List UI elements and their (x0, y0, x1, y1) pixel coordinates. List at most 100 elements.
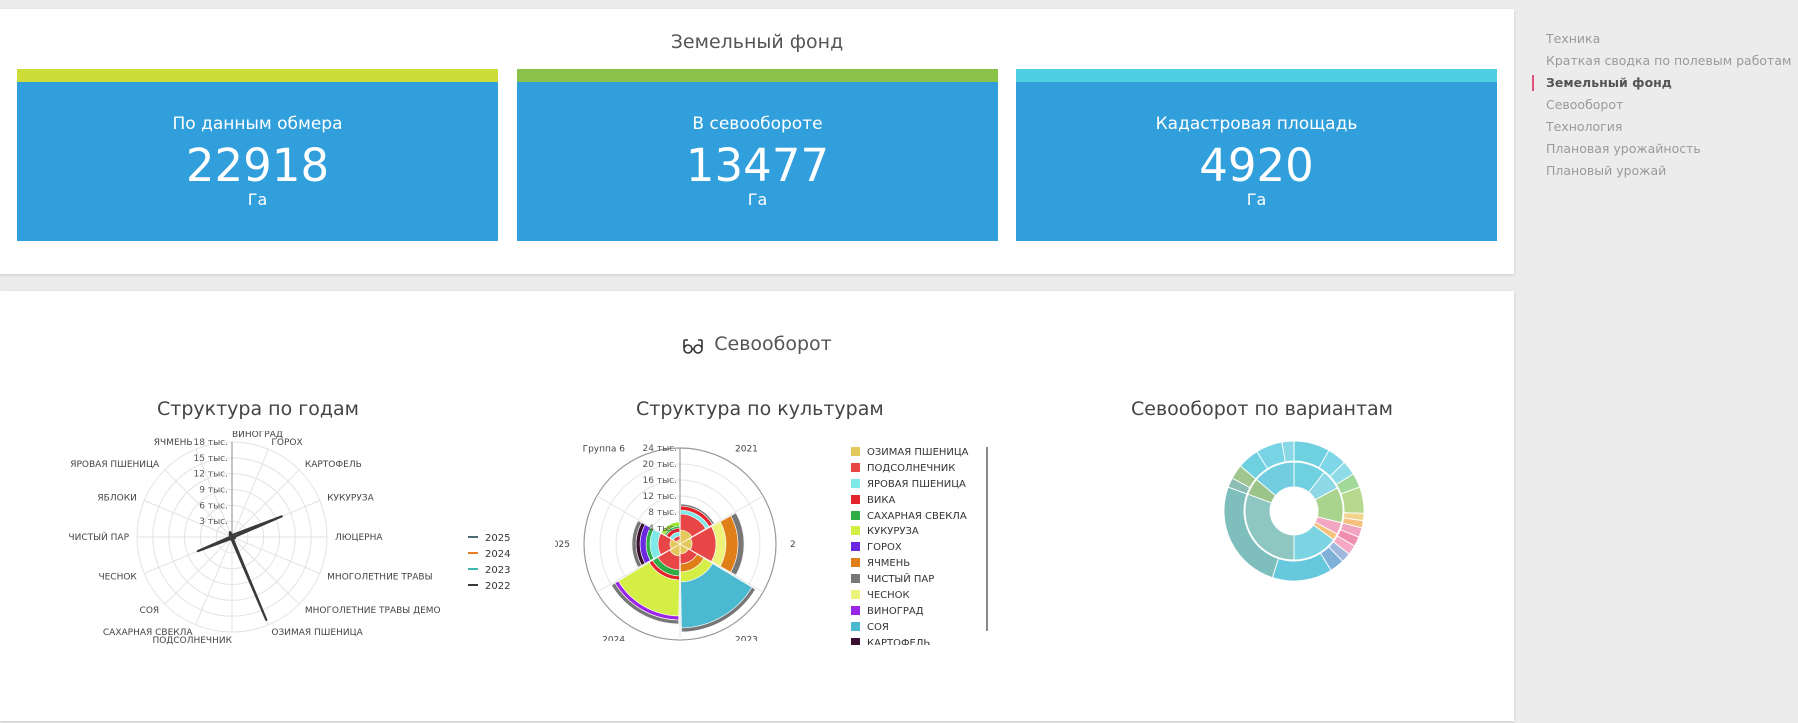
radar-tick-label: 6 тыс. (199, 501, 228, 511)
radar-spoke (231, 449, 269, 538)
legend-swatch (851, 447, 860, 456)
polar-tick-label: 16 тыс. (643, 476, 677, 486)
radar-category-label: КАРТОФЕЛЬ (305, 460, 362, 470)
polar-bar-segment[interactable] (730, 512, 745, 576)
chart-title-by-crops: Структура по культурам (636, 398, 884, 420)
legend-swatch (851, 590, 860, 600)
legend-item[interactable]: СОЯ (851, 620, 969, 636)
legend-swatch (851, 478, 860, 488)
radar-series-2022[interactable] (196, 515, 283, 621)
legend-swatch (851, 621, 860, 631)
legend-item[interactable]: 2024 (468, 547, 510, 563)
side-nav: Техника Краткая сводка по полевым работам… (1530, 28, 1792, 182)
legend-item[interactable]: САХАРНАЯ СВЕКЛА (851, 509, 969, 525)
radar-category-label: ЯЧМЕНЬ (154, 438, 193, 448)
radar-category-label: ВИНОГРАД (232, 431, 283, 440)
legend-label: ЧЕСНОК (867, 590, 910, 602)
legend-label: ВИНОГРАД (867, 605, 924, 617)
polar-tick-label: 20 тыс. (643, 460, 677, 470)
legend-swatch (851, 542, 860, 552)
legend-line (468, 568, 478, 570)
legend-swatch (851, 558, 860, 568)
nav-item[interactable]: Краткая сводка по полевым работам (1546, 53, 1792, 68)
legend-item[interactable]: ВИНОГРАД (851, 604, 969, 620)
legend-item[interactable]: КАРТОФЕЛЬ (851, 636, 969, 645)
nav-item[interactable]: Севооборот (1546, 97, 1624, 112)
radar-category-label: МНОГОЛЕТНИЕ ТРАВЫ (327, 572, 432, 582)
polar-bar-segment[interactable] (660, 521, 680, 536)
legend-label: 2023 (485, 565, 511, 576)
sunburst-segment[interactable] (1281, 440, 1295, 463)
radar-spoke (231, 536, 320, 574)
radar-chart: 3 тыс. 6 тыс. 9 тыс. 12 тыс. 15 тыс. 18 тыс. В… (68, 431, 440, 646)
radar-spoke (195, 449, 233, 538)
radar-category-label: ЯРОВАЯ ПШЕНИЦА (70, 460, 160, 470)
radar-spoke (164, 536, 233, 605)
radar-category-label: ОЗИМАЯ ПШЕНИЦА (271, 628, 363, 638)
legend-item[interactable]: ПОДСОЛНЕЧНИК (851, 461, 969, 477)
nav-item[interactable]: Земельный фонд (1530, 72, 1790, 94)
polar-bar-segment[interactable] (681, 586, 756, 633)
polar-bar-segment[interactable] (611, 582, 679, 625)
card-measured: По данным обмера 22918 Га (17, 69, 498, 241)
polar-bar-segment[interactable] (631, 520, 642, 568)
card-rotation: В севообороте 13477 Га (517, 69, 998, 241)
chart-title-variants: Севооборот по вариантам (1131, 398, 1393, 420)
polar-tick-label: 24 тыс. (643, 444, 677, 454)
radar-spoke (164, 469, 233, 538)
radar-tick-label: 3 тыс. (199, 517, 228, 527)
polar-bar-segment[interactable] (680, 503, 715, 525)
chart-title-by-years: Структура по годам (157, 398, 359, 420)
legend-item[interactable]: ГОРОХ (851, 540, 969, 556)
radar-tick-label: 12 тыс. (194, 470, 228, 480)
nav-item[interactable]: Плановая урожайность (1546, 141, 1701, 156)
legend-label: ВИКА (867, 494, 896, 506)
legend-label: ЯРОВАЯ ПШЕНИЦА (867, 478, 966, 490)
sunburst-segment[interactable] (1255, 461, 1295, 497)
card-label: По данным обмера (172, 114, 343, 134)
card-value: 4920 (1199, 139, 1314, 192)
legend-item[interactable]: ОЗИМАЯ ПШЕНИЦА (851, 445, 969, 461)
card-accent-bar (1016, 69, 1497, 82)
legend-item[interactable]: 2025 (468, 531, 510, 547)
legend-label: СОЯ (867, 621, 889, 633)
radar-tick-label: 9 тыс. (199, 486, 228, 496)
nav-item[interactable]: Техника (1546, 31, 1601, 46)
legend-item[interactable]: ЯРОВАЯ ПШЕНИЦА (851, 477, 969, 493)
radar-category-label: МНОГОЛЕТНИЕ ТРАВЫ ДЕМО (305, 606, 440, 616)
crops-legend[interactable]: ОЗИМАЯ ПШЕНИЦА ПОДСОЛНЕЧНИК ЯРОВАЯ ПШЕНИЦА… (851, 445, 969, 645)
legend-swatch (851, 637, 860, 645)
legend-item[interactable]: ЧЕСНОК (851, 588, 969, 604)
legend-item[interactable]: КУКУРУЗА (851, 524, 969, 540)
radar-spoke (144, 500, 233, 538)
polar-category-label: 2021 (735, 445, 758, 455)
legend-swatch (851, 526, 860, 536)
radar-category-label: ЛЮЦЕРНА (335, 533, 383, 543)
polar-tick-label: 12 тыс. (643, 492, 677, 502)
legend-item[interactable]: 2023 (468, 563, 510, 579)
card-label: Кадастровая площадь (1155, 114, 1358, 134)
legend-swatch (851, 510, 860, 520)
nav-item[interactable]: Плановый урожай (1546, 163, 1667, 178)
card-label: В севообороте (692, 114, 823, 134)
legend-swatch (851, 462, 860, 472)
legend-swatch (851, 494, 860, 504)
polar-category-label: Группа 6 (583, 445, 626, 455)
nav-item[interactable]: Технология (1546, 119, 1623, 134)
polar-tick-label: 8 тыс. (648, 508, 677, 518)
legend-item[interactable]: ЧИСТЫЙ ПАР (851, 572, 969, 588)
legend-label: ПОДСОЛНЕЧНИК (867, 462, 956, 474)
legend-item[interactable]: ЯЧМЕНЬ (851, 556, 969, 572)
radar-spoke (231, 469, 300, 538)
legend-label: ОЗИМАЯ ПШЕНИЦА (867, 447, 969, 458)
radar-category-label: ГОРОХ (271, 438, 302, 448)
sunburst-segment[interactable] (1244, 493, 1295, 561)
legend-item[interactable]: 2022 (468, 579, 510, 595)
card-unit: Га (247, 190, 268, 209)
card-value: 22918 (185, 139, 330, 192)
card-unit: Га (747, 190, 768, 209)
legend-item[interactable]: ВИКА (851, 493, 969, 509)
radar-tick-label: 18 тыс. (194, 438, 228, 448)
legend-scrollbar[interactable] (986, 447, 988, 631)
legend-label: ЧИСТЫЙ ПАР (867, 574, 935, 586)
